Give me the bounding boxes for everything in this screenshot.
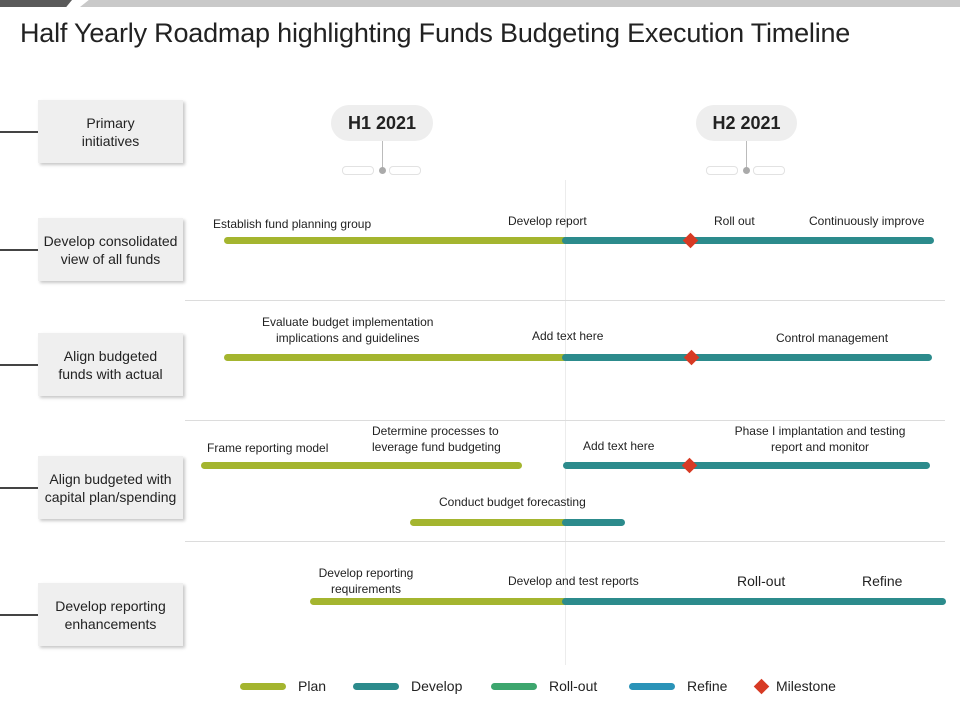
period-stem bbox=[382, 141, 383, 169]
legend-swatch-refine bbox=[629, 682, 675, 690]
row-label-primary-initiatives: Primary initiatives bbox=[38, 100, 183, 163]
task-label: Add text here bbox=[583, 439, 655, 453]
legend-item-rollout: Roll-out bbox=[491, 678, 597, 694]
legend-label: Plan bbox=[298, 678, 327, 694]
legend-milestone-icon bbox=[753, 678, 770, 694]
period-dot bbox=[379, 167, 386, 174]
row-bracket bbox=[0, 114, 40, 150]
task-label: Phase I implantation and testing report … bbox=[734, 424, 906, 454]
row-label-capital-plan: Align budgeted with capital plan/spending bbox=[38, 456, 183, 519]
row-separator bbox=[185, 420, 945, 421]
legend-item-plan: Plan bbox=[240, 678, 326, 694]
row-bracket bbox=[0, 347, 40, 383]
task-label: Develop report bbox=[508, 214, 587, 228]
period-header-h1: H1 2021 bbox=[331, 105, 433, 141]
legend-swatch-rollout bbox=[491, 682, 537, 690]
top-accent-light bbox=[80, 0, 960, 7]
legend-swatch-plan bbox=[240, 682, 286, 690]
row-label-budgeted-funds: Align budgeted funds with actual bbox=[38, 333, 183, 396]
row-separator bbox=[185, 541, 945, 542]
period-pill bbox=[342, 166, 374, 175]
plan-bar bbox=[410, 519, 568, 526]
task-label: Roll-out bbox=[737, 573, 786, 589]
plan-bar bbox=[310, 598, 568, 605]
task-label: Roll out bbox=[714, 214, 755, 228]
legend-item-develop: Develop bbox=[353, 678, 462, 694]
period-pill bbox=[389, 166, 421, 175]
task-label: Evaluate budget implementation implicatio… bbox=[262, 315, 434, 345]
row-label-reporting-enhancements: Develop reporting enhancements bbox=[38, 583, 183, 646]
milestone-marker bbox=[682, 232, 699, 249]
develop-bar bbox=[562, 598, 946, 605]
task-label: Refine bbox=[862, 573, 903, 589]
task-label: Frame reporting model bbox=[207, 441, 329, 455]
task-label: Establish fund planning group bbox=[213, 217, 372, 231]
plan-bar bbox=[224, 237, 568, 244]
top-accent-bar bbox=[0, 0, 960, 7]
period-pill bbox=[706, 166, 738, 175]
task-label: Continuously improve bbox=[809, 214, 925, 228]
task-label: Add text here bbox=[532, 329, 604, 343]
row-separator bbox=[185, 300, 945, 301]
milestone-marker bbox=[683, 349, 700, 366]
row-label-consolidated-view: Develop consolidated view of all funds bbox=[38, 218, 183, 281]
develop-bar bbox=[562, 519, 625, 526]
task-label: Develop reporting requirements bbox=[318, 566, 414, 596]
page-title: Half Yearly Roadmap highlighting Funds B… bbox=[20, 18, 851, 48]
period-stem bbox=[746, 141, 747, 169]
task-label: Determine processes to leverage fund bud… bbox=[372, 424, 501, 454]
legend-item-refine: Refine bbox=[629, 678, 727, 694]
develop-bar bbox=[563, 462, 930, 469]
legend-label: Develop bbox=[411, 678, 463, 694]
legend-swatch-develop bbox=[353, 682, 399, 690]
legend-label: Milestone bbox=[776, 678, 836, 694]
develop-bar bbox=[562, 354, 932, 361]
period-dot bbox=[743, 167, 750, 174]
row-bracket bbox=[0, 470, 40, 506]
milestone-marker bbox=[681, 457, 698, 474]
legend-label: Refine bbox=[687, 678, 728, 694]
plan-bar bbox=[201, 462, 522, 469]
legend-label: Roll-out bbox=[549, 678, 598, 694]
task-label: Conduct budget forecasting bbox=[439, 495, 586, 509]
task-label: Develop and test reports bbox=[508, 574, 639, 588]
row-bracket bbox=[0, 597, 40, 633]
period-divider bbox=[565, 180, 566, 665]
period-pill bbox=[753, 166, 785, 175]
row-bracket bbox=[0, 232, 40, 268]
plan-bar bbox=[224, 354, 568, 361]
develop-bar bbox=[562, 237, 934, 244]
top-accent-dark bbox=[0, 0, 72, 7]
legend-item-milestone: Milestone bbox=[753, 678, 836, 694]
task-label: Control management bbox=[776, 331, 889, 345]
period-header-h2: H2 2021 bbox=[696, 105, 797, 141]
